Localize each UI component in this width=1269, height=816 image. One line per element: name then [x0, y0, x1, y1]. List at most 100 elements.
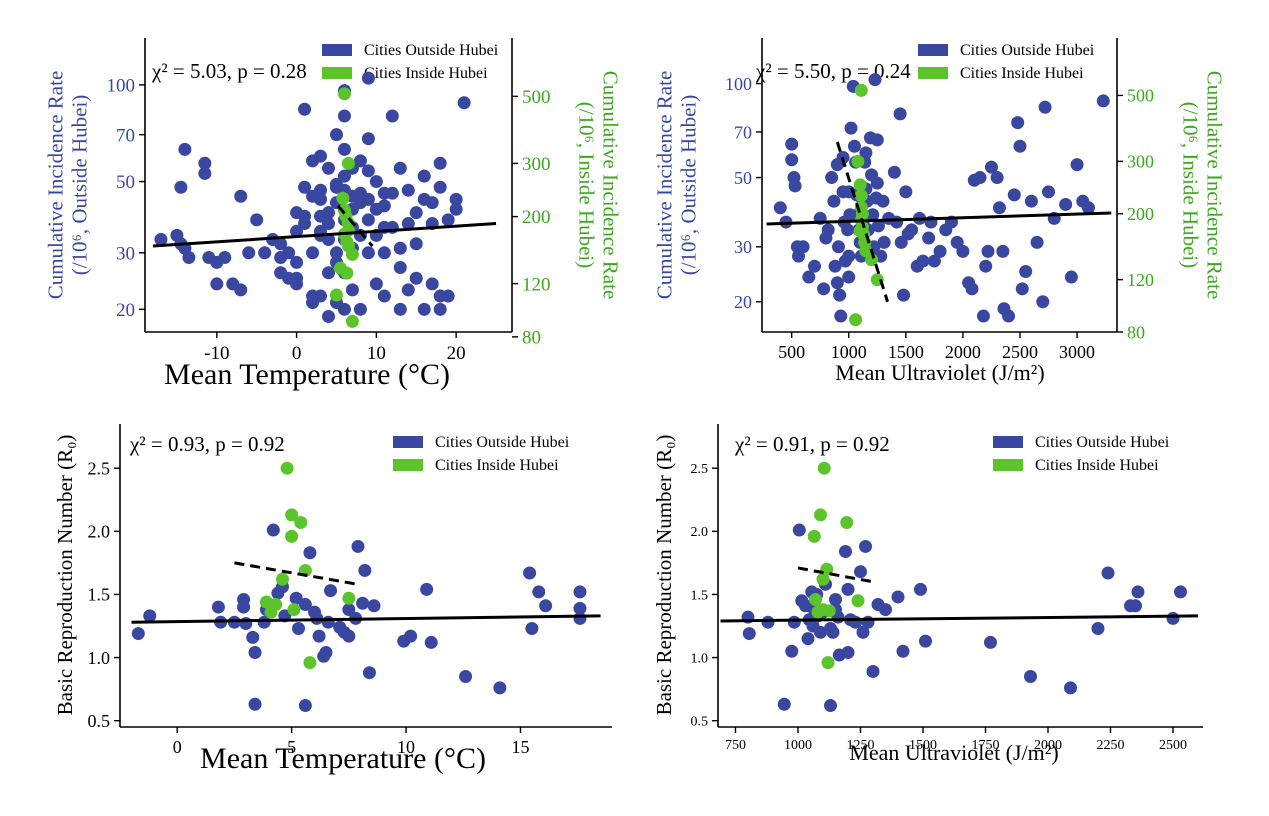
point-outside-hubei: [306, 154, 320, 168]
point-outside-hubei: [821, 223, 835, 237]
point-inside-hubei: [341, 156, 355, 170]
point-outside-hubei: [218, 251, 232, 265]
point-outside-hubei: [274, 237, 288, 251]
point-outside-hubei: [367, 599, 381, 613]
point-outside-hubei: [393, 302, 407, 316]
y-tick-label: 70: [734, 122, 752, 142]
point-outside-hubei: [897, 288, 911, 302]
point-outside-hubei: [761, 615, 775, 629]
point-outside-hubei: [1038, 100, 1052, 114]
point-outside-hubei: [905, 223, 919, 237]
point-outside-hubei: [1042, 185, 1056, 199]
point-outside-hubei: [337, 302, 351, 316]
point-outside-hubei: [1030, 235, 1044, 249]
point-outside-hubei: [844, 121, 858, 135]
x-tick-label: 2250: [1097, 738, 1125, 753]
point-outside-hubei: [356, 596, 370, 610]
legend-swatch: [322, 67, 352, 79]
point-inside-hubei: [340, 266, 354, 280]
point-outside-hubei: [870, 133, 884, 147]
legend-swatch: [993, 459, 1023, 471]
point-outside-hubei: [996, 244, 1010, 258]
point-outside-hubei: [956, 244, 970, 258]
point-inside-hubei: [816, 572, 830, 586]
point-outside-hubei: [808, 259, 822, 273]
y-tick-label: 2.5: [88, 458, 111, 478]
stat-annotation: χ² = 0.93, p = 0.92: [129, 432, 285, 456]
y-axis-label-line: Basic Reproduction Number (R₀): [53, 435, 77, 716]
y-tick-label: 0.5: [691, 715, 709, 730]
point-outside-hubei: [922, 231, 936, 245]
y-tick-label: 20: [734, 292, 752, 312]
point-outside-hubei: [828, 259, 842, 273]
y-right-tick-label: 500: [1127, 86, 1154, 106]
y-right-tick-label: 500: [522, 87, 551, 108]
fit-line-inside: [835, 141, 889, 303]
point-outside-hubei: [324, 584, 338, 598]
point-outside-hubei: [393, 260, 407, 274]
point-outside-hubei: [242, 246, 256, 260]
point-outside-hubei: [404, 629, 418, 643]
point-outside-hubei: [361, 71, 375, 85]
y-axis-label: Cumulative Incidence Rate(/10⁶, Outside …: [43, 71, 91, 300]
point-outside-hubei: [893, 107, 907, 121]
point-outside-hubei: [401, 283, 415, 297]
point-outside-hubei: [830, 276, 844, 290]
point-outside-hubei: [237, 592, 251, 606]
point-outside-hubei: [361, 246, 375, 260]
x-tick-label: 10: [367, 343, 386, 364]
point-outside-hubei: [859, 539, 872, 553]
point-outside-hubei: [984, 160, 998, 174]
y-tick-label: 100: [107, 76, 136, 97]
point-outside-hubei: [441, 289, 455, 303]
point-outside-hubei: [401, 217, 415, 231]
point-outside-hubei: [457, 96, 471, 110]
point-outside-hubei: [1036, 295, 1050, 309]
point-outside-hubei: [289, 591, 303, 605]
point-outside-hubei: [393, 161, 407, 175]
point-outside-hubei: [290, 224, 304, 238]
point-outside-hubei: [303, 546, 317, 560]
point-outside-hubei: [814, 625, 827, 639]
point-outside-hubei: [433, 180, 447, 194]
point-outside-hubei: [143, 609, 157, 623]
point-outside-hubei: [1024, 670, 1037, 683]
point-inside-hubei: [851, 594, 865, 608]
point-outside-hubei: [361, 192, 375, 206]
x-axis-label: Mean Temperature (°C): [164, 358, 450, 391]
y-tick-label: 2.0: [88, 522, 111, 542]
point-outside-hubei: [321, 615, 335, 629]
point-outside-hubei: [933, 244, 947, 258]
fit-line-inside: [234, 561, 359, 586]
point-outside-hubei: [1059, 197, 1073, 211]
point-outside-hubei: [266, 523, 280, 537]
point-outside-hubei: [198, 156, 212, 170]
fit-line-outside: [152, 222, 497, 248]
point-outside-hubei: [899, 185, 913, 199]
point-inside-hubei: [849, 313, 863, 327]
point-outside-hubei: [824, 699, 837, 713]
point-outside-hubei: [337, 142, 351, 156]
point-outside-hubei: [831, 240, 845, 254]
point-outside-hubei: [174, 180, 188, 194]
x-tick-label: 2500: [1159, 738, 1187, 753]
x-tick-label: 1750: [972, 738, 1000, 753]
point-outside-hubei: [914, 582, 927, 596]
x-tick-label: 2500: [1002, 342, 1038, 362]
point-outside-hubei: [361, 213, 375, 227]
point-outside-hubei: [361, 164, 375, 178]
point-outside-hubei: [879, 603, 892, 617]
point-outside-hubei: [425, 196, 439, 210]
y-right-tick-label: 200: [1127, 204, 1154, 224]
stat-annotation: χ² = 5.50, p = 0.24: [755, 59, 911, 83]
point-outside-hubei: [433, 302, 447, 316]
point-inside-hubei: [854, 83, 868, 97]
point-outside-hubei: [319, 646, 333, 660]
y-right-tick-label: 120: [1127, 270, 1154, 290]
x-tick-label: 750: [725, 738, 746, 753]
point-outside-hubei: [210, 277, 224, 291]
y-tick-label: 50: [734, 168, 752, 188]
fit-line-inside: [797, 566, 874, 584]
x-tick-label: -10: [204, 343, 229, 364]
point-outside-hubei: [449, 202, 463, 216]
